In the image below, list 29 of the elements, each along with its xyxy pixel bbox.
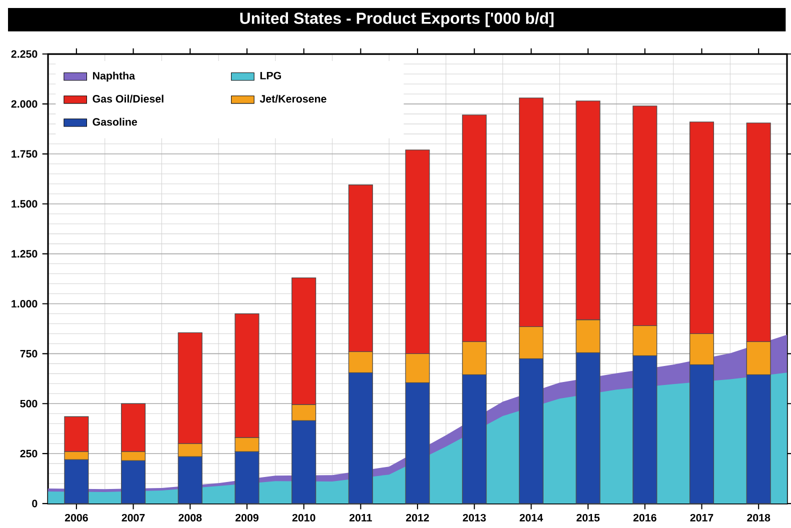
x-tick-label: 2016 [633,514,656,522]
y-tick-label: 1.750 [12,150,38,158]
y-tick-label: 750 [20,350,38,358]
legend-label: LPG [260,72,281,80]
legend-label: Jet/Kerosene [260,94,326,103]
y-tick-label: 1.000 [12,300,38,308]
x-tick-label: 2010 [292,514,316,522]
x-tick-label: 2008 [178,514,202,522]
legend-label: Gas Oil/Diesel [92,94,164,103]
y-tick-label: 2.000 [11,100,38,108]
legend-label: Gasoline [92,118,138,126]
x-tick-label: 2006 [64,514,88,522]
y-tick-label: 1.250 [12,250,38,258]
y-tick-label: 0 [32,500,38,508]
x-tick-label: 2012 [406,514,429,522]
x-tick-label: 2007 [122,514,145,522]
x-tick-label: 2009 [235,514,258,522]
x-tick-label: 2015 [576,514,600,522]
y-tick-label: 1.500 [12,200,38,208]
x-tick-label: 2013 [462,514,486,522]
y-tick-label: 2.250 [11,50,38,58]
y-tick-label: 500 [20,400,38,408]
x-tick-label: 2018 [747,514,770,522]
chart-title: United States - Product Exports ['000 b/d] [240,12,554,28]
legend-label: Naphtha [93,72,136,82]
x-tick-label: 2014 [520,514,544,522]
x-tick-label: 2011 [349,514,372,522]
x-tick-label: 2017 [690,514,714,522]
y-tick-label: 250 [20,450,38,458]
